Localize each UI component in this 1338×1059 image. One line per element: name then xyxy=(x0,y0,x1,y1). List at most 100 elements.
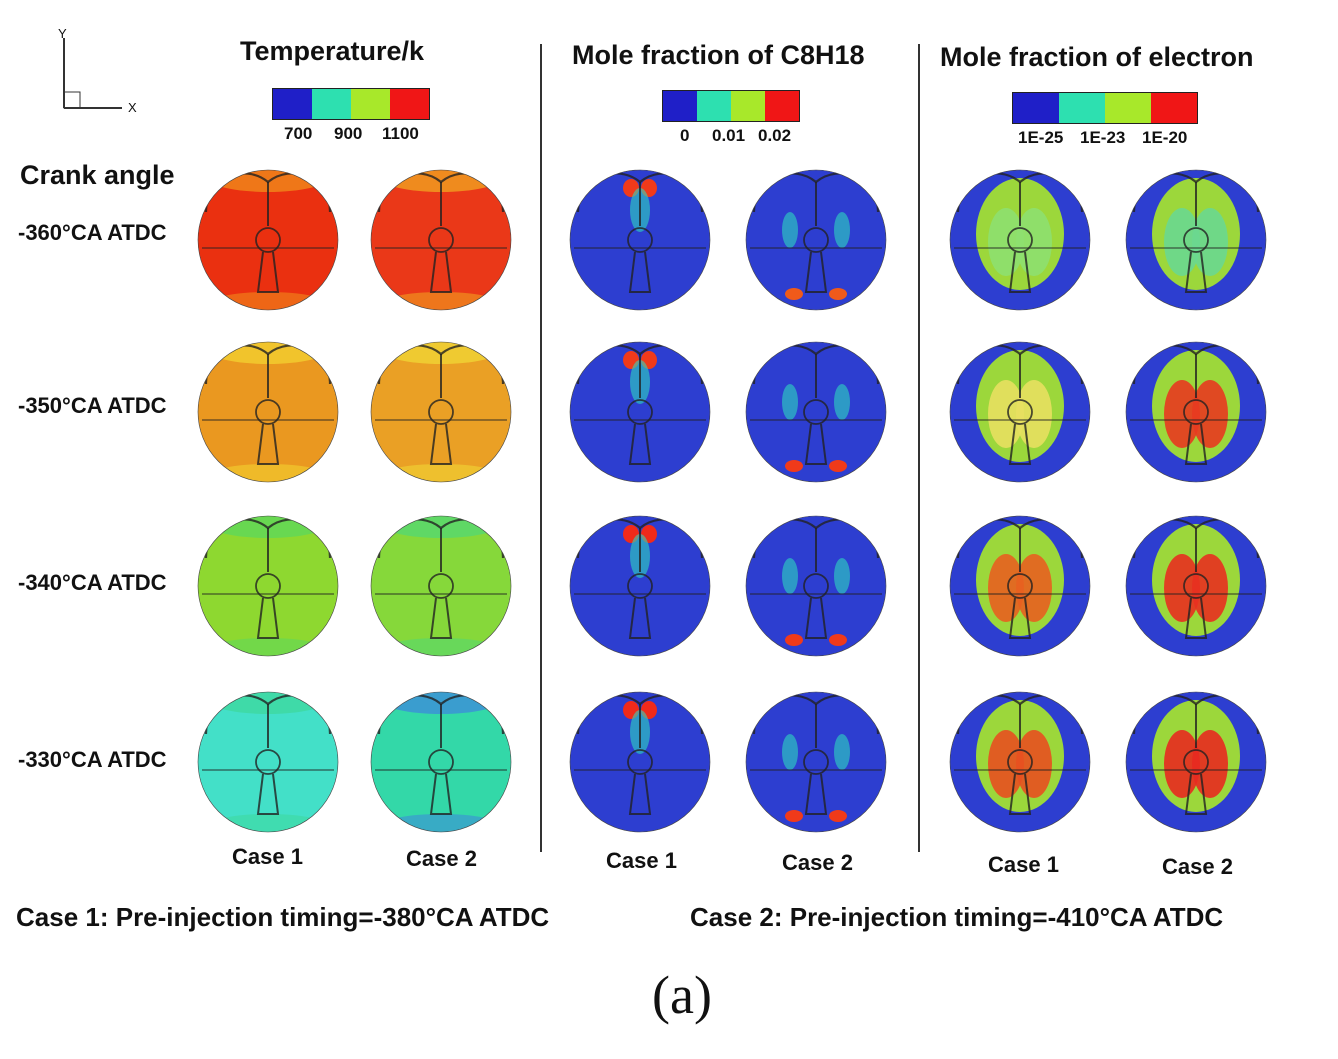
contour-plume xyxy=(782,384,798,420)
row-label: -340°CA ATDC xyxy=(18,570,167,595)
spark-plug-ring xyxy=(255,573,281,599)
contour-plume xyxy=(1192,554,1228,622)
spark-plug-ring xyxy=(1183,227,1209,253)
spark-plug-ring xyxy=(255,749,281,775)
spark-plug-ring xyxy=(1183,573,1209,599)
contour-map-border xyxy=(370,515,512,657)
contour-map-field xyxy=(950,170,1090,310)
contour-map-disc xyxy=(746,516,886,656)
contour-plume xyxy=(1192,730,1228,798)
contour-map-field xyxy=(570,170,710,310)
contour-map-field xyxy=(1126,342,1266,482)
case-label: Case 2 xyxy=(1162,854,1233,879)
contour-map-field xyxy=(371,692,511,832)
spark-plug-ring xyxy=(803,227,829,253)
contour-map-disc xyxy=(746,342,886,482)
spark-plug-ring xyxy=(1183,399,1209,425)
column-divider xyxy=(918,44,920,852)
contour-map-border xyxy=(1125,341,1267,483)
contour-map-field xyxy=(371,516,511,656)
contour-map-field xyxy=(198,516,338,656)
spark-plug-ring xyxy=(1007,573,1033,599)
contour-map xyxy=(197,691,339,833)
contour-plume xyxy=(834,212,850,248)
colorbar-segment xyxy=(1013,93,1059,123)
colorbar-temperature xyxy=(272,88,430,120)
contour-plume xyxy=(782,558,798,594)
chamber-outline xyxy=(256,597,280,639)
colorbar-tick: 1100 xyxy=(382,124,419,143)
chamber-outline xyxy=(1184,251,1208,293)
contour-plume xyxy=(208,464,328,482)
chamber-outline xyxy=(1008,597,1032,639)
contour-map xyxy=(949,691,1091,833)
contour-map-disc xyxy=(570,516,710,656)
contour-plume xyxy=(834,734,850,770)
chamber-outline xyxy=(804,597,828,639)
contour-plume xyxy=(1192,208,1228,276)
chamber-outline xyxy=(1184,597,1208,639)
contour-plume xyxy=(785,288,803,300)
contour-map-field xyxy=(570,516,710,656)
case-label: Case 1 xyxy=(232,844,303,869)
case-label: Case 1 xyxy=(606,848,677,873)
colorbar-tick: 900 xyxy=(334,124,363,143)
contour-map xyxy=(745,691,887,833)
axes-triad-graphic xyxy=(63,38,122,109)
contour-plume xyxy=(782,212,798,248)
colorbar-c8h18 xyxy=(662,90,800,122)
chamber-outline xyxy=(256,251,280,293)
contour-map-disc xyxy=(746,170,886,310)
axis-x-label: X xyxy=(128,100,137,115)
spark-plug-ring xyxy=(428,749,454,775)
contour-map-field xyxy=(1126,170,1266,310)
contour-map-border xyxy=(197,341,339,483)
contour-map-disc xyxy=(198,170,338,310)
colorbar-tick: 0 xyxy=(680,126,690,145)
column-divider xyxy=(540,44,542,852)
contour-map-field xyxy=(746,342,886,482)
chamber-outline xyxy=(256,773,280,815)
footnote-case1: Case 1: Pre-injection timing=-380°CA ATD… xyxy=(16,902,550,932)
contour-plume xyxy=(381,292,501,310)
spark-plug-ring xyxy=(803,573,829,599)
contour-map-border xyxy=(569,515,711,657)
contour-map xyxy=(370,515,512,657)
spark-plug-ring xyxy=(428,573,454,599)
contour-map-border xyxy=(949,691,1091,833)
colorbar-tick: 700 xyxy=(284,124,313,143)
contour-map-field xyxy=(570,342,710,482)
chamber-outline xyxy=(628,251,652,293)
contour-map xyxy=(1125,169,1267,311)
contour-map-border xyxy=(745,691,887,833)
contour-map-border xyxy=(1125,691,1267,833)
footnote-case2: Case 2: Pre-injection timing=-410°CA ATD… xyxy=(690,902,1224,932)
contour-map xyxy=(370,691,512,833)
contour-map-field xyxy=(198,342,338,482)
contour-plume xyxy=(785,810,803,822)
column-title-temperature: Temperature/k xyxy=(240,36,425,66)
spark-plug-ring xyxy=(627,573,653,599)
contour-map-field xyxy=(746,692,886,832)
contour-plume xyxy=(1016,380,1052,448)
contour-map-field xyxy=(1126,692,1266,832)
contour-map xyxy=(569,341,711,483)
contour-map-field xyxy=(950,692,1090,832)
contour-map-border xyxy=(569,341,711,483)
column-title-electron: Mole fraction of electron xyxy=(940,42,1254,72)
spark-plug-ring xyxy=(1183,749,1209,775)
colorbar-segment xyxy=(697,91,731,121)
spark-plug-ring xyxy=(1007,399,1033,425)
contour-map xyxy=(1125,515,1267,657)
contour-map xyxy=(745,341,887,483)
contour-map-border xyxy=(949,169,1091,311)
contour-plume xyxy=(834,558,850,594)
chamber-outline xyxy=(1008,773,1032,815)
contour-map xyxy=(949,515,1091,657)
colorbar-segment xyxy=(663,91,697,121)
case-label: Case 2 xyxy=(406,846,477,871)
spark-plug-ring xyxy=(1007,227,1033,253)
contour-map-disc xyxy=(371,170,511,310)
chamber-outline xyxy=(628,423,652,465)
